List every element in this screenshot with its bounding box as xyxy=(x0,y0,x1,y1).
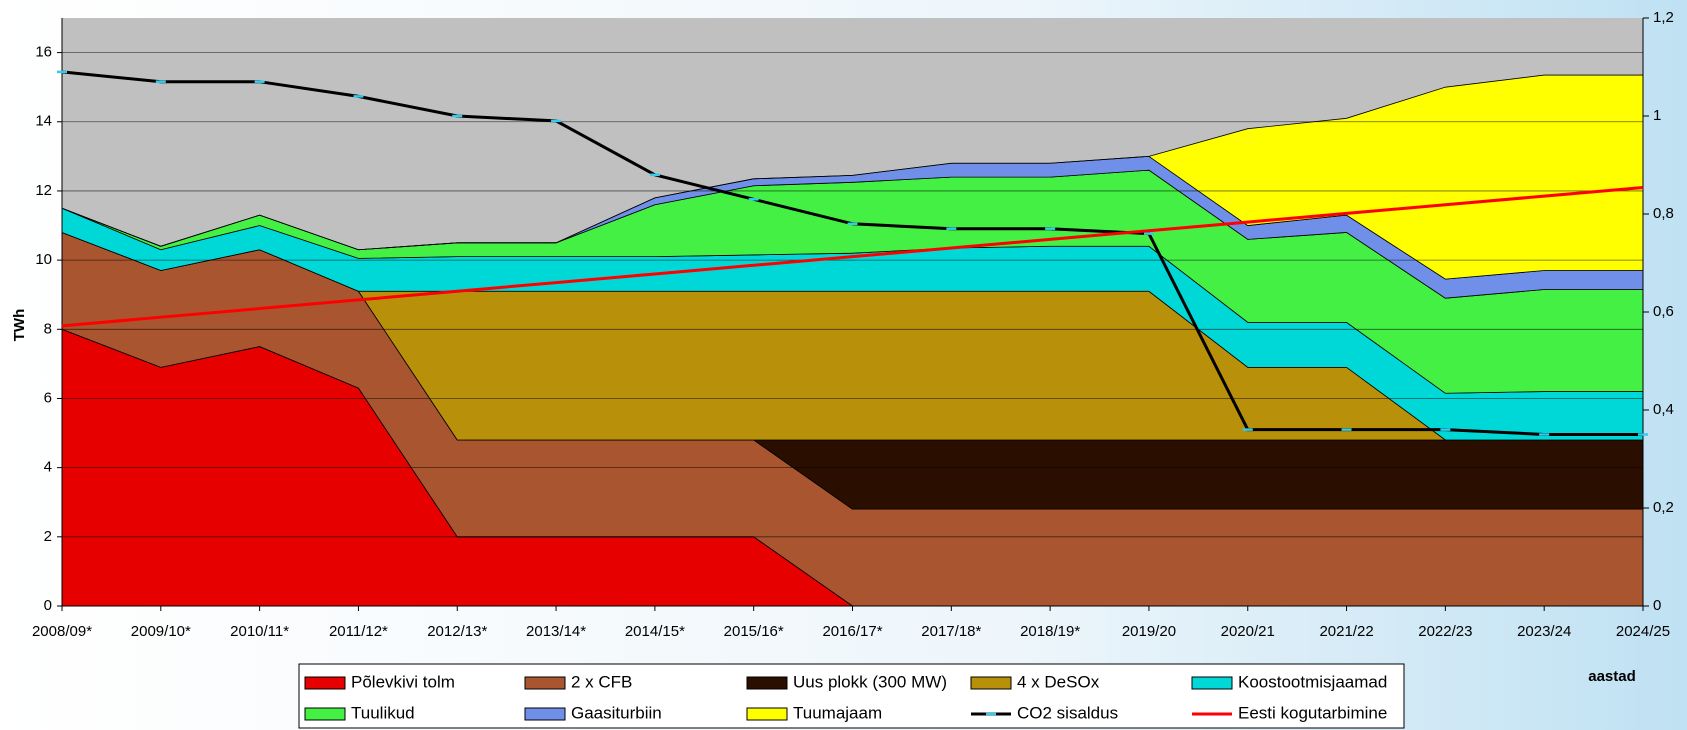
y-tick-label: 6 xyxy=(44,389,52,406)
y2-tick-label: 0,6 xyxy=(1653,303,1674,320)
x-tick-label: 2015/16* xyxy=(724,623,784,640)
legend-label: Tuulikud xyxy=(351,703,415,722)
legend-swatch xyxy=(304,707,346,721)
y-tick-label: 0 xyxy=(44,597,52,614)
legend-label: Tuumajaam xyxy=(793,703,882,722)
y-tick-label: 12 xyxy=(35,182,52,199)
line xyxy=(61,185,1644,328)
y-tick-label: 10 xyxy=(35,251,52,268)
legend-label: 4 x DeSOx xyxy=(1017,672,1100,691)
legend-label: Põlevkivi tolm xyxy=(351,672,455,691)
legend-box xyxy=(298,663,1405,729)
x-tick-label: 2008/09* xyxy=(32,623,92,640)
legend-swatch xyxy=(524,676,566,690)
legend-label: Uus plokk (300 MW) xyxy=(793,672,947,691)
y2-tick-label: 0 xyxy=(1653,597,1661,614)
x-tick-label: 2016/17* xyxy=(822,623,882,640)
x-tick-label: 2010/11* xyxy=(230,623,289,640)
y2-tick-label: 0,4 xyxy=(1653,401,1674,418)
y-tick-label: 2 xyxy=(44,528,52,545)
legend-swatch xyxy=(304,676,346,690)
legend-label: CO2 sisaldus xyxy=(1017,703,1118,722)
x-tick-label: 2020/21 xyxy=(1221,623,1275,640)
legend-label: Eesti kogutarbimine xyxy=(1238,703,1387,722)
y2-tick-label: 1 xyxy=(1653,107,1661,124)
y-tick-label: 16 xyxy=(35,44,52,61)
x-tick-label: 2013/14* xyxy=(526,623,586,640)
legend-swatch xyxy=(746,707,788,721)
y-tick-label: 8 xyxy=(44,320,52,337)
y2-tick-label: 0,8 xyxy=(1653,205,1674,222)
x-tick-label: 2019/20 xyxy=(1122,623,1176,640)
legend-label: 2 x CFB xyxy=(571,672,632,691)
x-tick-label: 2024/25 xyxy=(1616,623,1670,640)
x-tick-label: 2009/10* xyxy=(131,623,191,640)
y-tick-label: 14 xyxy=(35,113,52,130)
legend-swatch xyxy=(524,707,566,721)
y-tick-label: 4 xyxy=(44,459,52,476)
legend-swatch xyxy=(746,676,788,690)
x-tick-label: 2018/19* xyxy=(1020,623,1080,640)
y2-tick-label: 1,2 xyxy=(1653,9,1674,26)
legend-swatch xyxy=(1191,676,1233,690)
x-tick-label: 2022/23 xyxy=(1418,623,1472,640)
y-axis-label: TWh xyxy=(11,309,28,341)
x-tick-label: 2012/13* xyxy=(427,623,487,640)
legend-label: Gaasiturbiin xyxy=(571,703,662,722)
x-tick-label: 2021/22 xyxy=(1319,623,1373,640)
x-tick-label: 2011/12* xyxy=(329,623,388,640)
x-tick-label: 2023/24 xyxy=(1517,623,1571,640)
x-tick-label: 2014/15* xyxy=(625,623,685,640)
x-tick-label: 2017/18* xyxy=(921,623,981,640)
x-axis-label: aastad xyxy=(1588,668,1636,685)
legend-swatch xyxy=(970,676,1012,690)
y2-tick-label: 0,2 xyxy=(1653,499,1674,516)
legend-label: Koostootmisjaamad xyxy=(1238,672,1387,691)
